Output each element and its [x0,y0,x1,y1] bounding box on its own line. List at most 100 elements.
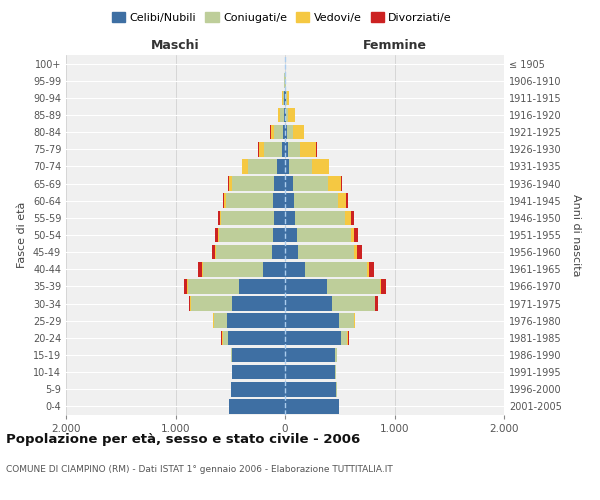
Bar [285,194,294,208]
Bar [285,314,338,328]
Bar [226,194,273,208]
Bar [188,279,239,293]
Bar [248,159,277,174]
Bar [227,314,285,328]
Bar [239,279,285,293]
Bar [273,228,285,242]
Bar [288,142,300,156]
Bar [293,125,304,140]
Bar [369,262,374,276]
Bar [223,330,228,345]
Bar [223,194,224,208]
Bar [191,296,232,311]
Bar [285,279,326,293]
Bar [232,382,285,396]
Bar [280,108,284,122]
Bar [232,296,285,311]
Bar [203,262,263,276]
Bar [286,108,288,122]
Bar [284,108,285,122]
Bar [274,210,285,225]
Bar [293,176,328,191]
Bar [228,330,285,345]
Bar [294,194,338,208]
Bar [285,210,295,225]
Bar [305,262,367,276]
Bar [263,262,285,276]
Bar [354,228,358,242]
Bar [338,314,354,328]
Bar [212,245,215,260]
Bar [282,142,285,156]
Bar [285,262,305,276]
Text: Maschi: Maschi [151,38,200,52]
Bar [285,228,297,242]
Bar [285,159,289,174]
Bar [297,228,351,242]
Bar [283,125,285,140]
Bar [332,296,375,311]
Bar [286,90,287,105]
Bar [232,348,285,362]
Bar [285,399,338,413]
Bar [228,176,229,191]
Bar [242,159,248,174]
Bar [341,330,347,345]
Bar [232,365,285,380]
Bar [346,194,348,208]
Bar [313,159,329,174]
Bar [273,194,285,208]
Bar [274,176,285,191]
Bar [376,296,377,311]
Bar [274,125,283,140]
Bar [218,228,220,242]
Bar [367,262,369,276]
Text: Femmine: Femmine [362,38,427,52]
Bar [285,142,288,156]
Bar [298,245,354,260]
Bar [382,279,386,293]
Bar [215,245,216,260]
Bar [218,210,220,225]
Bar [285,245,298,260]
Bar [220,210,221,225]
Bar [345,210,351,225]
Y-axis label: Fasce di età: Fasce di età [17,202,27,268]
Bar [283,90,284,105]
Bar [328,176,341,191]
Bar [271,125,274,140]
Bar [285,330,341,345]
Bar [220,228,273,242]
Bar [184,279,187,293]
Bar [285,108,286,122]
Bar [289,159,313,174]
Bar [277,159,285,174]
Bar [300,142,316,156]
Bar [229,176,232,191]
Bar [285,176,293,191]
Bar [285,296,332,311]
Y-axis label: Anni di nascita: Anni di nascita [571,194,581,276]
Bar [214,314,227,328]
Bar [285,125,287,140]
Bar [259,142,264,156]
Bar [335,348,337,362]
Bar [341,176,342,191]
Bar [232,176,274,191]
Bar [278,108,280,122]
Bar [272,245,285,260]
Bar [229,399,285,413]
Bar [216,245,272,260]
Bar [285,382,337,396]
Legend: Celibi/Nubili, Coniugati/e, Vedovi/e, Divorziati/e: Celibi/Nubili, Coniugati/e, Vedovi/e, Di… [107,8,457,28]
Bar [264,142,282,156]
Bar [338,194,346,208]
Bar [295,210,345,225]
Bar [199,262,202,276]
Text: Popolazione per età, sesso e stato civile - 2006: Popolazione per età, sesso e stato civil… [6,432,360,446]
Bar [354,245,357,260]
Text: COMUNE DI CIAMPINO (RM) - Dati ISTAT 1° gennaio 2006 - Elaborazione TUTTITALIA.I: COMUNE DI CIAMPINO (RM) - Dati ISTAT 1° … [6,466,393,474]
Bar [221,210,274,225]
Bar [350,210,354,225]
Bar [326,279,380,293]
